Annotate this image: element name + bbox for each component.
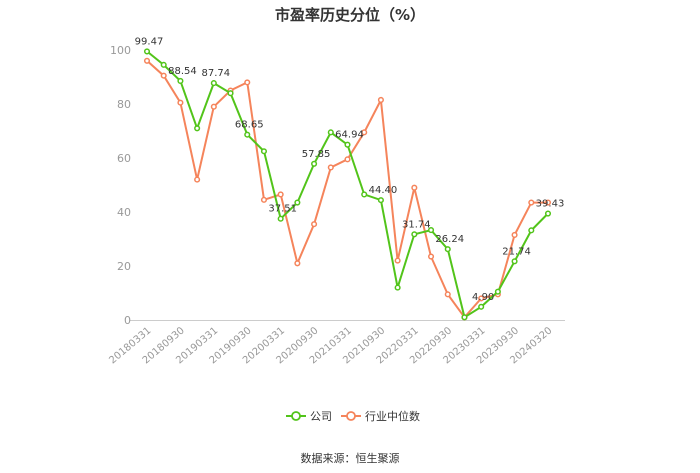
data-point [311,160,318,167]
data-point [377,96,384,103]
y-tick-label: 60 [117,152,131,165]
data-label: 57.85 [302,149,331,160]
data-point [444,246,451,253]
data-point [361,129,368,136]
data-label: 44.40 [369,185,398,196]
legend-marker [291,411,301,421]
data-point [394,284,401,291]
data-point [478,295,485,302]
y-tick-label: 0 [124,314,131,327]
data-point [511,258,518,265]
data-point [210,80,217,87]
data-label: 87.74 [202,68,231,79]
data-point [494,288,501,295]
data-point [427,253,435,260]
data-point [160,72,167,79]
data-point [377,197,384,204]
data-point [411,231,418,238]
data-label: 4.90 [472,292,494,303]
data-point [461,314,468,321]
y-tick-label: 40 [117,206,131,219]
data-point [394,257,401,264]
data-point [544,210,552,217]
series-layer [143,48,552,321]
data-point [427,227,435,234]
y-tick-label: 100 [110,44,131,57]
data-point [478,303,485,310]
data-label: 39.43 [536,199,565,210]
axes: 0204060801002018033120180930201903312019… [107,44,565,366]
data-point [177,99,184,106]
data-label: 21.74 [502,246,531,257]
data-point [444,291,451,298]
data-point [194,125,201,132]
data-label: 68.65 [235,120,264,131]
data-point [311,221,318,228]
data-point [143,48,151,55]
data-point [344,156,351,163]
data-point [294,199,301,206]
legend-label: 行业中位数 [365,409,420,423]
data-point [244,79,251,86]
data-label: 26.24 [435,234,464,245]
data-label: 37.51 [268,204,297,215]
data-source: 数据来源：恒生聚源 [301,451,400,465]
data-point [227,90,234,97]
y-tick-label: 20 [117,260,131,273]
data-point [194,176,201,183]
y-tick-label: 80 [117,98,131,111]
data-point [344,141,351,148]
chart-title: 市盈率历史分位（%） [275,6,425,24]
data-point [511,231,518,238]
data-point [160,61,167,68]
data-point [327,164,334,171]
data-point [528,199,535,206]
data-point [260,196,268,203]
data-point [260,148,268,155]
data-point [294,260,301,267]
series-line [146,50,549,319]
data-labels: 99.47 88.54 87.74 68.65 37.51 57.85 64.94 44.40… [135,36,565,302]
data-point [361,191,368,198]
legend-marker [346,411,356,421]
data-point [544,199,552,206]
data-point [210,103,217,110]
data-point [143,57,151,64]
data-label: 64.94 [335,130,364,141]
data-point [177,77,184,84]
data-point [327,129,334,136]
data-point [528,227,535,234]
data-label: 31.74 [402,219,431,230]
data-point [277,191,284,198]
data-label: 99.47 [135,36,164,47]
data-point [277,215,284,222]
data-point [411,184,418,191]
data-label: 88.54 [168,66,197,77]
legend-label: 公司 [310,410,332,423]
data-point [244,131,251,138]
legend: 公司 行业中位数 [286,409,420,423]
